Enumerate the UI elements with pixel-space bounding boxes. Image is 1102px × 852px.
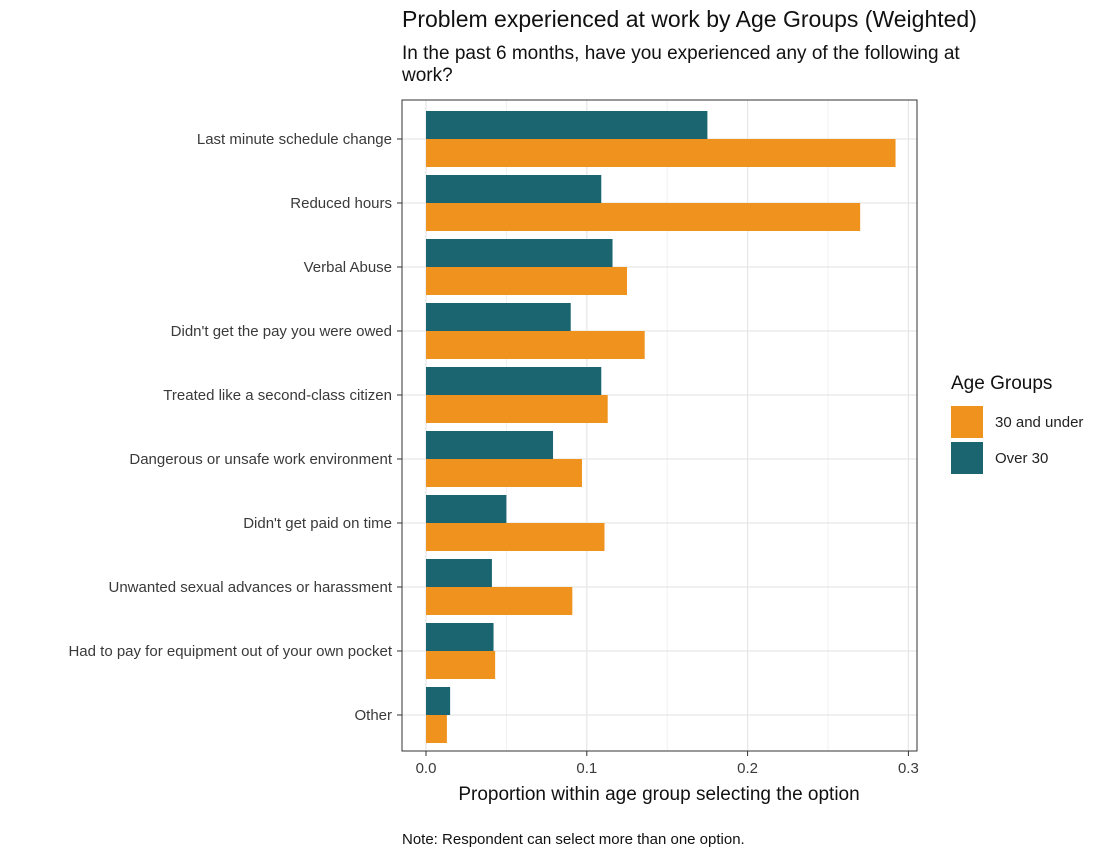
x-axis: 0.0 0.1 0.2 0.3	[416, 751, 919, 777]
x-tick-label: 0.0	[416, 760, 437, 777]
legend-item-30-and-under: 30 and under	[951, 405, 1083, 439]
bar-over-30-treated-like-a-second-class-citizen	[426, 367, 602, 395]
plot-panel-border	[401, 99, 918, 752]
y-tick-label: Unwanted sexual advances or harassment	[109, 579, 393, 596]
bar-30-and-under-had-to-pay-for-equipment-out-of-your-own-pocket	[426, 651, 496, 679]
x-tick-label: 0.1	[576, 760, 597, 777]
bar-over-30-had-to-pay-for-equipment-out-of-your-own-pocket	[426, 623, 494, 651]
bar-over-30-other	[426, 687, 451, 715]
bar-30-and-under-reduced-hours	[426, 203, 861, 231]
chart-title: Problem experienced at work by Age Group…	[402, 6, 977, 32]
chart-subtitle: In the past 6 months, have you experienc…	[402, 43, 960, 86]
bar-30-and-under-unwanted-sexual-advances-or-harassment	[426, 587, 573, 615]
legend-label: 30 and under	[995, 413, 1084, 431]
y-tick-label: Reduced hours	[290, 195, 392, 212]
bar-over-30-didn-t-get-the-pay-you-were-owed	[426, 303, 571, 331]
bar-30-and-under-didn-t-get-the-pay-you-were-owed	[426, 331, 645, 359]
legend-label: Over 30	[995, 449, 1049, 467]
y-tick-label: Dangerous or unsafe work environment	[129, 451, 392, 468]
bar-30-and-under-treated-like-a-second-class-citizen	[426, 395, 608, 423]
bar-over-30-verbal-abuse	[426, 239, 613, 267]
chart-note: Note: Respondent can select more than on…	[402, 831, 745, 848]
legend-title: Age Groups	[951, 373, 1053, 394]
bar-over-30-unwanted-sexual-advances-or-harassment	[426, 559, 492, 587]
bar-30-and-under-verbal-abuse	[426, 267, 627, 295]
y-tick-label: Treated like a second-class citizen	[163, 387, 392, 404]
bar-over-30-reduced-hours	[426, 175, 602, 203]
y-axis: Last minute schedule change Reduced hours…	[68, 131, 402, 724]
bar-over-30-didn-t-get-paid-on-time	[426, 495, 507, 523]
legend-swatch-30-and-under	[951, 406, 983, 438]
bar-30-and-under-didn-t-get-paid-on-time	[426, 523, 605, 551]
y-tick-label: Other	[354, 707, 392, 724]
y-tick-label: Last minute schedule change	[197, 131, 392, 148]
x-tick-label: 0.2	[737, 760, 758, 777]
bar-30-and-under-other	[426, 715, 447, 743]
y-tick-label: Verbal Abuse	[304, 259, 392, 276]
y-tick-label: Didn't get paid on time	[243, 515, 392, 532]
bar-over-30-last-minute-schedule-change	[426, 111, 708, 139]
legend-swatch-over-30	[951, 442, 983, 474]
bar-chart: Last minute schedule change Reduced hours…	[68, 99, 919, 805]
bar-over-30-dangerous-or-unsafe-work-environment	[426, 431, 554, 459]
legend-item-over-30: Over 30	[951, 441, 1083, 475]
y-tick-label: Had to pay for equipment out of your own…	[68, 643, 392, 660]
bars	[426, 111, 896, 743]
y-tick-label: Didn't get the pay you were owed	[171, 323, 392, 340]
bar-30-and-under-last-minute-schedule-change	[426, 139, 896, 167]
bar-30-and-under-dangerous-or-unsafe-work-environment	[426, 459, 582, 487]
x-tick-label: 0.3	[898, 760, 919, 777]
legend: Age Groups 30 and under Over 30	[951, 373, 1083, 477]
x-axis-title: Proportion within age group selecting th…	[458, 784, 859, 805]
